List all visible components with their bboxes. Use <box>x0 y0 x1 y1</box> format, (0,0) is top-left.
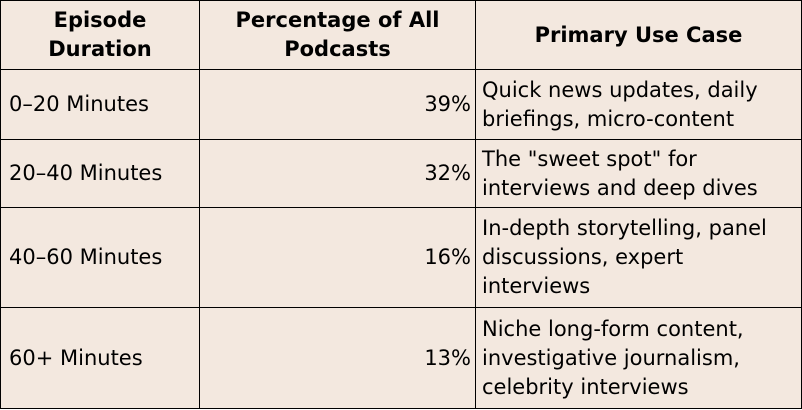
percentage-cell: 13% <box>199 307 476 409</box>
header-episode-duration: Episode Duration <box>0 0 200 70</box>
duration-cell: 40–60 Minutes <box>0 207 200 308</box>
table-row: 60+ Minutes 13% Niche long-form content,… <box>0 307 802 409</box>
percentage-cell: 16% <box>199 207 476 308</box>
header-episode-duration-line2: Duration <box>48 37 152 61</box>
header-percentage-line1: Percentage of All <box>235 8 440 32</box>
table-row: 0–20 Minutes 39% Quick news updates, dai… <box>0 69 802 140</box>
duration-cell: 20–40 Minutes <box>0 139 200 208</box>
header-primary-use-case: Primary Use Case <box>475 0 802 70</box>
table-row: 20–40 Minutes 32% The "sweet spot" for i… <box>0 139 802 208</box>
duration-cell: 60+ Minutes <box>0 307 200 409</box>
use-case-cell: Niche long-form content, investigative j… <box>475 307 802 409</box>
duration-cell: 0–20 Minutes <box>0 69 200 140</box>
table-row: 40–60 Minutes 16% In-depth storytelling,… <box>0 207 802 308</box>
header-percentage: Percentage of All Podcasts <box>199 0 476 70</box>
table-header-row: Episode Duration Percentage of All Podca… <box>0 0 802 70</box>
use-case-cell: Quick news updates, daily briefings, mic… <box>475 69 802 140</box>
use-case-cell: In-depth storytelling, panel discussions… <box>475 207 802 308</box>
percentage-cell: 39% <box>199 69 476 140</box>
header-episode-duration-line1: Episode <box>53 8 147 32</box>
header-percentage-line2: Podcasts <box>284 37 391 61</box>
percentage-cell: 32% <box>199 139 476 208</box>
use-case-cell: The "sweet spot" for interviews and deep… <box>475 139 802 208</box>
